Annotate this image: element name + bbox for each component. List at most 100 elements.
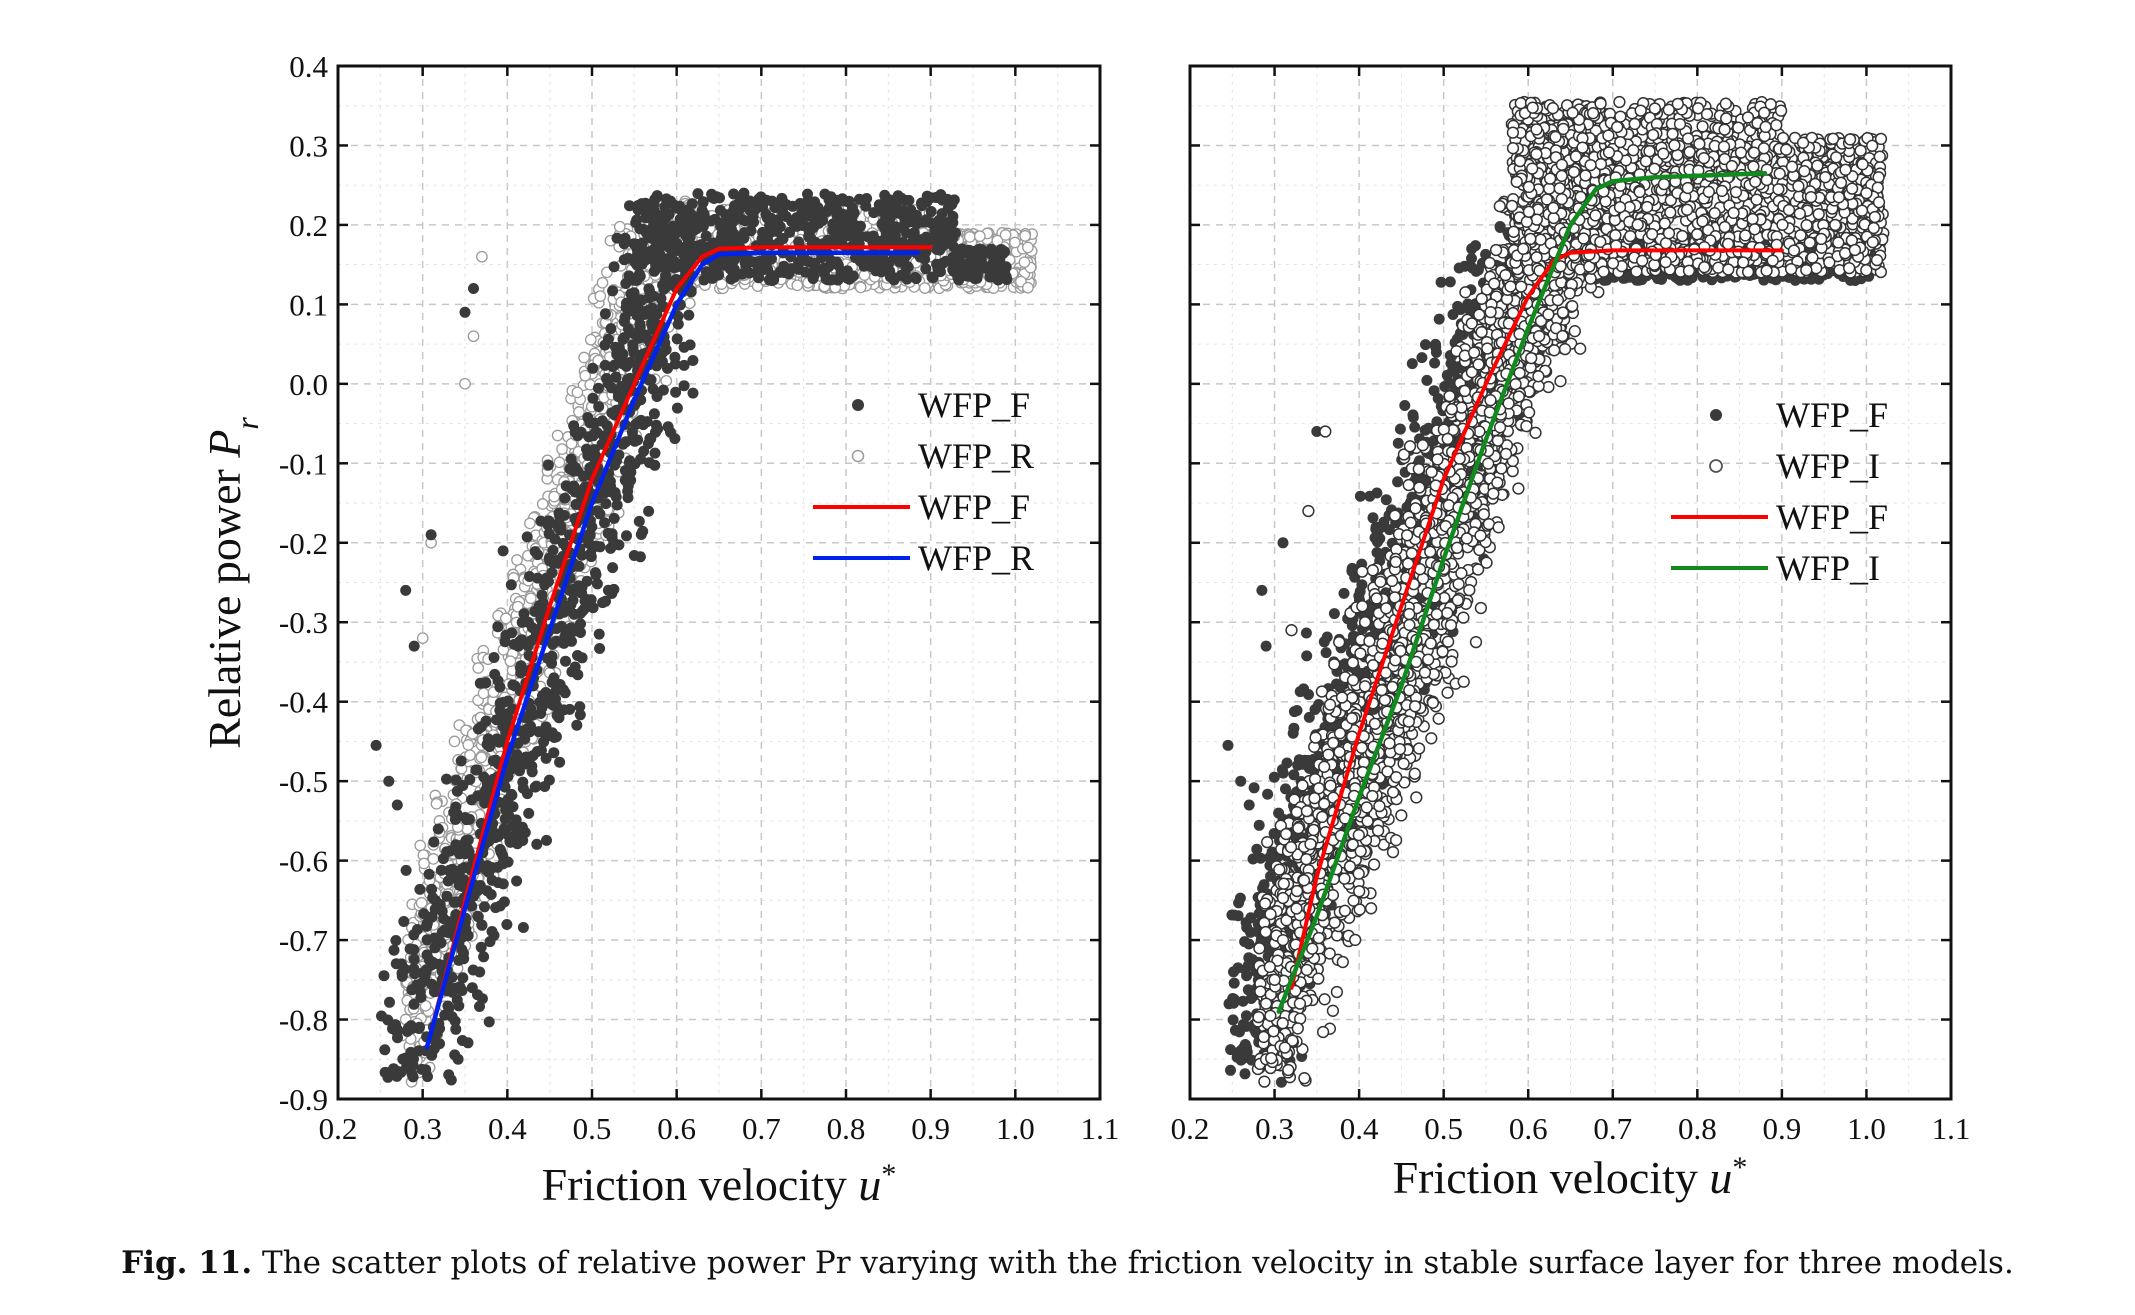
scatter-point-wfp-f bbox=[548, 732, 560, 743]
scatter-point-wfp-f bbox=[462, 930, 474, 942]
scatter-point-wfp-r bbox=[524, 517, 536, 530]
x-tick-label: 0.3 bbox=[403, 1111, 442, 1146]
legend-label: WFP_R bbox=[918, 538, 1034, 578]
scatter-point-wfp-f bbox=[688, 245, 700, 256]
scatter-point-wfp-f bbox=[1409, 421, 1421, 433]
scatter-point-wfp-f bbox=[606, 532, 618, 544]
scatter-point-wfp-r bbox=[462, 739, 475, 751]
scatter-point-wfp-f bbox=[498, 823, 510, 834]
scatter-point-wfp-f bbox=[533, 726, 545, 738]
scatter-point-wfp-f bbox=[909, 271, 921, 283]
scatter-point-wfp-f bbox=[741, 194, 753, 206]
y-tick-label: -0.4 bbox=[279, 685, 329, 720]
scatter-point-wfp-f bbox=[592, 382, 604, 394]
scatter-point-wfp-f bbox=[749, 204, 761, 216]
scatter-point-wfp-f bbox=[594, 643, 606, 654]
scatter-point-wfp-f bbox=[940, 255, 952, 267]
scatter-point-wfp-f bbox=[687, 387, 699, 399]
scatter-point-wfp-f bbox=[526, 766, 538, 778]
scatter-point-wfp-f bbox=[509, 680, 521, 692]
scatter-point-wfp-f bbox=[432, 823, 444, 835]
scatter-point-wfp-f bbox=[1421, 374, 1433, 386]
scatter-point-wfp-f bbox=[958, 258, 970, 270]
scatter-point-wfp-f bbox=[668, 262, 680, 274]
right-scatter-points bbox=[1222, 95, 1890, 1088]
scatter-point-wfp-f bbox=[401, 1060, 413, 1072]
y-tick-label: -0.3 bbox=[279, 605, 328, 640]
scatter-point-wfp-r bbox=[578, 351, 590, 364]
scatter-point-wfp-f bbox=[453, 1000, 465, 1012]
scatter-point-wfp-f bbox=[620, 436, 632, 448]
scatter-point-wfp-r bbox=[963, 231, 976, 243]
y-tick-label: -0.2 bbox=[279, 526, 328, 561]
left-panel: 0.2 0.3 0.4 0.5 0.6 0.7 0.8 0.9 1.0 1.1-0.9-0.8-0… bbox=[199, 49, 1119, 1210]
scatter-point-wfp-f bbox=[624, 305, 636, 317]
scatter-point-wfp-f bbox=[564, 463, 576, 475]
scatter-point-wfp-f bbox=[414, 883, 426, 895]
scatter-point-wfp-f bbox=[536, 589, 548, 601]
scatter-point-wfp-f bbox=[391, 799, 403, 811]
scatter-point-wfp-f bbox=[408, 929, 420, 941]
scatter-point-wfp-f bbox=[408, 640, 420, 652]
scatter-point-wfp-f bbox=[511, 827, 523, 839]
scatter-point-wfp-f bbox=[456, 944, 468, 955]
scatter-point-wfp-f bbox=[990, 252, 1002, 264]
legend-filled-marker bbox=[852, 399, 864, 411]
scatter-point-wfp-f bbox=[415, 991, 427, 1003]
scatter-point-wfp-f bbox=[462, 1037, 474, 1049]
scatter-point-wfp-f bbox=[574, 701, 586, 713]
scatter-point-wfp-f bbox=[1228, 977, 1240, 989]
x-tick-label: 0.4 bbox=[488, 1111, 527, 1146]
y-tick-label: 0.2 bbox=[289, 208, 328, 243]
scatter-point-wfp-f bbox=[408, 953, 420, 965]
scatter-point-wfp-f bbox=[576, 652, 588, 664]
scatter-point-wfp-f bbox=[451, 785, 463, 797]
left-scatter-points bbox=[370, 187, 1038, 1088]
scatter-point-wfp-f bbox=[661, 195, 673, 207]
scatter-point-wfp-r bbox=[551, 429, 564, 442]
scatter-point-wfp-f bbox=[625, 466, 637, 478]
scatter-point-wfp-f bbox=[745, 225, 757, 237]
scatter-point-wfp-f bbox=[966, 245, 978, 257]
scatter-point-wfp-f bbox=[413, 1023, 425, 1034]
scatter-point-wfp-f bbox=[452, 1053, 464, 1065]
scatter-point-wfp-f bbox=[578, 603, 590, 615]
scatter-point-wfp-f bbox=[500, 804, 512, 816]
scatter-point-wfp-f bbox=[420, 1064, 432, 1076]
scatter-point-wfp-f bbox=[609, 359, 621, 371]
x-tick-label: 0.5 bbox=[573, 1111, 612, 1146]
legend-label: WFP_F bbox=[918, 385, 1030, 425]
scatter-point-wfp-r bbox=[459, 377, 471, 390]
scatter-point-wfp-f bbox=[497, 545, 509, 557]
scatter-point-wfp-f bbox=[607, 562, 619, 574]
scatter-point-wfp-f bbox=[836, 234, 848, 246]
scatter-point-wfp-f bbox=[439, 924, 451, 936]
scatter-point-wfp-f bbox=[528, 709, 539, 721]
scatter-point-wfp-f bbox=[754, 255, 766, 267]
scatter-point-wfp-f bbox=[1433, 313, 1445, 325]
scatter-point-wfp-f bbox=[487, 755, 499, 767]
scatter-point-wfp-f bbox=[822, 234, 834, 246]
scatter-point-wfp-f bbox=[860, 200, 872, 212]
scatter-point-wfp-f bbox=[711, 191, 723, 203]
scatter-point-wfp-f bbox=[933, 192, 945, 204]
scatter-point-wfp-f bbox=[502, 793, 514, 805]
scatter-point-wfp-f bbox=[796, 206, 808, 218]
scatter-point-wfp-f bbox=[961, 270, 972, 282]
scatter-point-wfp-r bbox=[918, 282, 931, 294]
y-tick-label: -0.6 bbox=[279, 844, 328, 879]
scatter-point-wfp-f bbox=[633, 515, 645, 527]
scatter-point-wfp-f bbox=[590, 569, 602, 581]
scatter-point-wfp-f bbox=[806, 233, 817, 245]
scatter-point-wfp-r bbox=[461, 823, 474, 835]
scatter-point-wfp-f bbox=[925, 206, 937, 217]
scatter-point-wfp-f bbox=[665, 223, 677, 235]
scatter-point-wfp-f bbox=[529, 781, 541, 793]
scatter-point-wfp-f bbox=[455, 755, 467, 767]
scatter-point-wfp-f bbox=[1447, 309, 1459, 320]
scatter-point-wfp-f bbox=[423, 868, 435, 880]
scatter-point-wfp-f bbox=[683, 309, 695, 321]
scatter-point-wfp-f bbox=[541, 834, 552, 846]
scatter-point-wfp-f bbox=[1277, 767, 1289, 779]
scatter-point-wfp-f bbox=[656, 356, 668, 367]
